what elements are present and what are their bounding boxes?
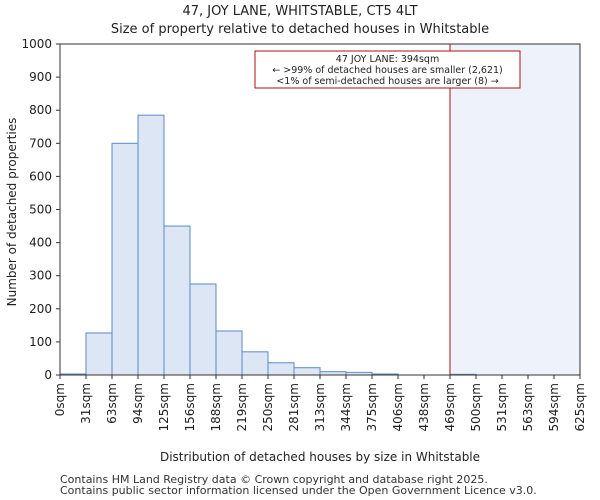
y-axis-label: Number of detached properties [5, 117, 19, 307]
x-tick-label-188sqm: 188sqm [209, 383, 223, 431]
x-tick-label-625sqm: 625sqm [573, 383, 587, 431]
x-tick-label-594sqm: 594sqm [547, 383, 561, 431]
bar-125sqm [163, 225, 191, 376]
x-tick-label-344sqm: 344sqm [339, 383, 353, 431]
bar-31sqm [85, 332, 113, 376]
x-tick-label-500sqm: 500sqm [469, 383, 483, 431]
footer-line-2: Contains public sector information licen… [60, 484, 537, 497]
x-tick-label-375sqm: 375sqm [365, 383, 379, 431]
x-tick-label-250sqm: 250sqm [261, 383, 275, 431]
y-tick-label-0: 0 [44, 368, 52, 382]
x-tick-label-0sqm: 0sqm [53, 383, 67, 416]
x-tick-label-94sqm: 94sqm [131, 383, 145, 424]
x-tick-label-469sqm: 469sqm [443, 383, 457, 431]
y-tick-label-900: 900 [29, 70, 52, 84]
y-tick-label-800: 800 [29, 103, 52, 117]
x-tick-label-406sqm: 406sqm [391, 383, 405, 431]
annotation-line-3: <1% of semi-detached houses are larger (… [276, 76, 498, 87]
y-tick-label-600: 600 [29, 169, 52, 183]
bar-188sqm [215, 330, 243, 376]
bar-156sqm [189, 283, 217, 376]
annotation-line-1: 47 JOY LANE: 394sqm [336, 54, 439, 65]
chart-title: 47, JOY LANE, WHITSTABLE, CT5 4LT [182, 4, 418, 19]
bar-63sqm [111, 142, 139, 376]
y-tick-label-500: 500 [29, 203, 52, 217]
x-tick-label-63sqm: 63sqm [105, 383, 119, 424]
y-tick-label-400: 400 [29, 236, 52, 250]
x-tick-label-531sqm: 531sqm [495, 383, 509, 431]
x-tick-label-313sqm: 313sqm [313, 383, 327, 431]
x-tick-label-125sqm: 125sqm [157, 383, 171, 431]
chart-subtitle: Size of property relative to detached ho… [110, 22, 490, 37]
y-tick-label-200: 200 [29, 302, 52, 316]
bar-281sqm [293, 367, 321, 376]
y-tick-label-100: 100 [29, 335, 52, 349]
x-tick-label-31sqm: 31sqm [79, 383, 93, 424]
annotation-line-2: ← >99% of detached houses are smaller (2… [272, 65, 503, 76]
bar-250sqm [267, 362, 295, 376]
x-tick-label-281sqm: 281sqm [287, 383, 301, 431]
bar-219sqm [241, 351, 269, 376]
x-tick-label-563sqm: 563sqm [521, 383, 535, 431]
y-tick-label-1000: 1000 [21, 37, 52, 51]
marker-shaded-region [450, 44, 580, 375]
bar-94sqm [137, 114, 165, 376]
annotation-box [254, 50, 521, 89]
x-tick-label-438sqm: 438sqm [417, 383, 431, 431]
y-tick-label-700: 700 [29, 136, 52, 150]
x-axis-label: Distribution of detached houses by size … [159, 450, 481, 464]
footer-line-1: Contains HM Land Registry data © Crown c… [60, 473, 488, 486]
x-tick-label-156sqm: 156sqm [183, 383, 197, 431]
x-tick-label-219sqm: 219sqm [235, 383, 249, 431]
y-tick-label-300: 300 [29, 269, 52, 283]
